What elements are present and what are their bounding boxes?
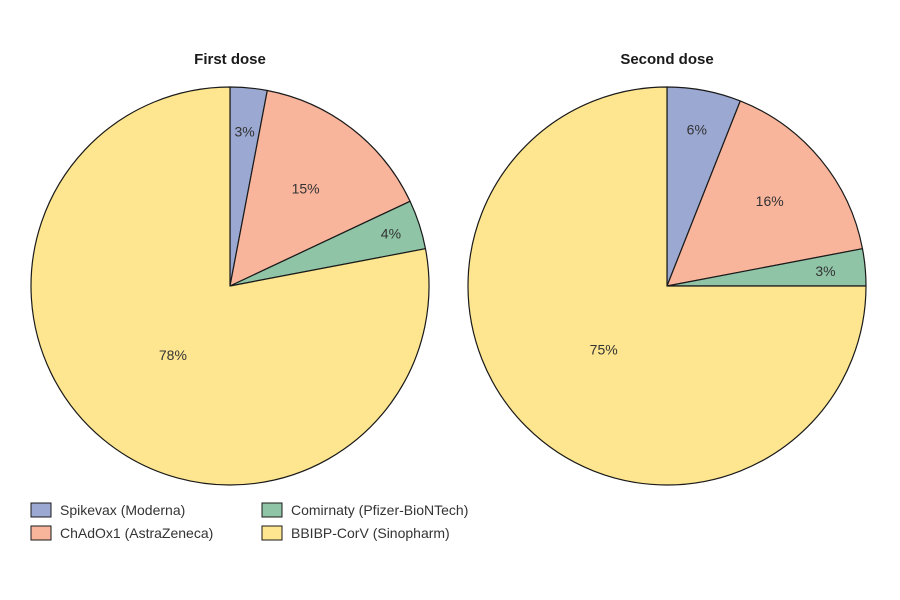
legend-item-bbibp: BBIBP-CorV (Sinopharm) xyxy=(261,525,450,541)
legend-swatch-bbibp xyxy=(261,525,283,541)
slice-label-bbibp: 78% xyxy=(159,347,187,363)
slice-label-comirnaty: 3% xyxy=(815,263,835,279)
slice-label-comirnaty: 4% xyxy=(381,226,401,242)
legend-swatch-comirnaty xyxy=(261,502,283,518)
legend-label-bbibp: BBIBP-CorV (Sinopharm) xyxy=(291,525,450,541)
pie-slice-chadox1 xyxy=(666,100,864,287)
legend-swatch-spikevax xyxy=(30,502,52,518)
legend-item-chadox1: ChAdOx1 (AstraZeneca) xyxy=(30,525,213,541)
legend-item-spikevax: Spikevax (Moderna) xyxy=(30,502,185,518)
slice-label-spikevax: 6% xyxy=(687,122,707,138)
pie-slices-first-dose xyxy=(30,86,430,486)
pie-slice-bbibp xyxy=(30,86,430,486)
chart-title-first-dose: First dose xyxy=(194,51,266,68)
pie-slices-second-dose xyxy=(467,86,867,486)
legend-swatch-chadox1 xyxy=(30,525,52,541)
pie-second-dose: Second dose 6% 16% 3% 75% xyxy=(467,51,867,486)
legend-label-comirnaty: Comirnaty (Pfizer-BioNTech) xyxy=(291,502,468,518)
slice-label-bbibp: 75% xyxy=(590,341,618,357)
legend-label-spikevax: Spikevax (Moderna) xyxy=(60,502,185,518)
legend-item-comirnaty: Comirnaty (Pfizer-BioNTech) xyxy=(261,502,468,518)
chart-title-second-dose: Second dose xyxy=(620,51,713,68)
slice-label-chadox1: 15% xyxy=(292,181,320,197)
slice-label-chadox1: 16% xyxy=(756,193,784,209)
pie-labels-first-dose: 3% 15% 4% 78% xyxy=(159,124,401,364)
legend: Spikevax (Moderna) ChAdOx1 (AstraZeneca)… xyxy=(30,502,468,541)
slice-label-spikevax: 3% xyxy=(234,124,254,140)
pie-labels-second-dose: 6% 16% 3% 75% xyxy=(590,122,836,358)
pie-first-dose: First dose 3% 15% 4% 78% xyxy=(30,51,430,486)
pie-slice-chadox1 xyxy=(229,89,411,287)
legend-label-chadox1: ChAdOx1 (AstraZeneca) xyxy=(60,525,213,541)
pie-slice-bbibp xyxy=(467,86,867,486)
